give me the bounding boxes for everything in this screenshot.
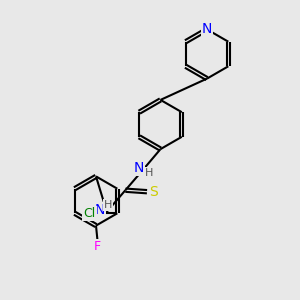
Text: N: N [95,203,105,217]
Text: H: H [145,168,154,178]
Text: S: S [149,185,158,199]
Text: F: F [94,239,101,253]
Text: N: N [202,22,212,36]
Text: N: N [134,161,144,175]
Text: Cl: Cl [83,207,96,220]
Text: H: H [104,200,112,210]
